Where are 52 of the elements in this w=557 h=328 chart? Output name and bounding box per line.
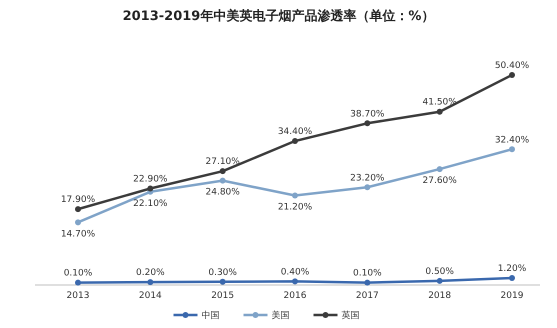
chart-title: 2013-2019年中美英电子烟产品渗透率（单位：%） xyxy=(122,8,434,24)
data-label: 38.70% xyxy=(350,109,385,120)
data-label: 50.40% xyxy=(494,61,530,71)
point xyxy=(509,275,515,282)
legend-label: 美国 xyxy=(272,310,290,321)
data-label: 0.10% xyxy=(353,268,382,279)
point xyxy=(75,219,81,226)
point xyxy=(436,108,443,115)
x-tick-label: 2018 xyxy=(428,291,452,301)
point xyxy=(220,278,226,285)
data-label: 32.40% xyxy=(494,135,530,146)
point xyxy=(75,280,81,286)
point xyxy=(364,184,370,190)
data-label: 0.10% xyxy=(64,268,93,279)
data-label: 0.50% xyxy=(425,266,454,277)
point xyxy=(364,280,370,286)
data-label: 27.10% xyxy=(206,157,240,168)
point xyxy=(292,138,298,144)
data-label: 27.60% xyxy=(422,176,458,186)
point xyxy=(292,192,298,199)
legend-label: 中国 xyxy=(202,310,220,321)
data-label: 22.10% xyxy=(133,198,168,209)
x-tick-label: 2014 xyxy=(138,291,162,301)
x-tick-label: 2015 xyxy=(211,291,234,301)
point xyxy=(292,278,298,284)
point xyxy=(364,120,370,126)
point xyxy=(75,206,81,212)
data-label: 17.90% xyxy=(60,195,96,206)
data-label: 24.80% xyxy=(206,188,240,198)
data-label: 0.20% xyxy=(136,268,166,278)
data-label: 41.50% xyxy=(422,98,458,108)
data-label: 0.30% xyxy=(208,268,238,278)
point xyxy=(509,72,515,78)
point xyxy=(509,146,515,152)
point xyxy=(436,166,443,172)
x-tick-label: 2016 xyxy=(284,291,307,301)
x-tick-label: 2013 xyxy=(66,291,90,301)
point xyxy=(147,185,154,192)
data-label: 1.20% xyxy=(498,264,527,274)
data-label: 23.20% xyxy=(350,173,385,184)
point xyxy=(436,278,443,284)
data-label: 34.40% xyxy=(278,127,313,138)
point xyxy=(147,279,154,286)
x-tick-label: 2019 xyxy=(500,291,524,301)
data-label: 0.40% xyxy=(280,267,310,278)
point xyxy=(220,178,226,184)
point xyxy=(220,168,226,174)
data-label: 22.90% xyxy=(133,174,168,184)
data-label: 21.20% xyxy=(278,202,313,213)
x-tick-label: 2017 xyxy=(356,291,379,301)
legend-label: 英国 xyxy=(342,310,360,321)
data-label: 14.70% xyxy=(60,229,96,240)
